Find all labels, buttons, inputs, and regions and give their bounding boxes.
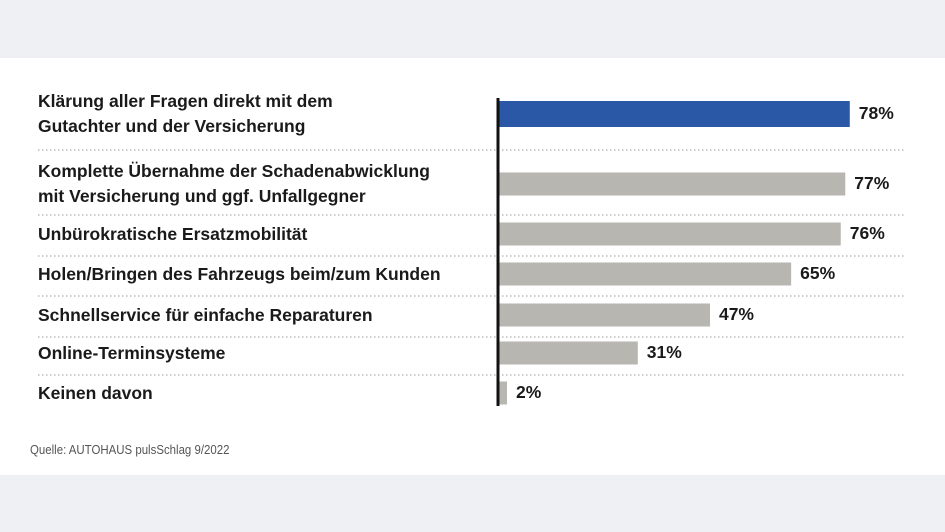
category-label: Keinen davon (38, 382, 153, 403)
bar (498, 303, 710, 327)
value-label: 76% (849, 223, 885, 243)
source: Quelle: AUTOHAUS pulsSchlag 9/2022 (30, 442, 230, 457)
value-label: 2% (516, 382, 542, 402)
category-label: Komplette Übernahme der Schadenabwicklun… (38, 161, 430, 206)
bar (498, 341, 638, 365)
bar (498, 101, 850, 127)
value-label: 78% (858, 103, 894, 123)
bar (498, 381, 508, 405)
value-label: 31% (646, 342, 682, 362)
category-label: Unbürokratische Ersatzmobilität (38, 223, 308, 244)
bar (498, 222, 841, 246)
value-label: 77% (854, 173, 890, 193)
category-label: Holen/Bringen des Fahrzeugs beim/zum Kun… (38, 263, 441, 284)
bar (498, 172, 846, 196)
value-label: 47% (718, 304, 754, 324)
category-label: Schnellservice für einfache Reparaturen (38, 304, 373, 325)
bar (498, 262, 792, 286)
category-label: Online-Terminsysteme (38, 342, 226, 363)
category-label: Klärung aller Fragen direkt mit dem Guta… (38, 91, 333, 136)
value-label: 65% (800, 263, 836, 283)
